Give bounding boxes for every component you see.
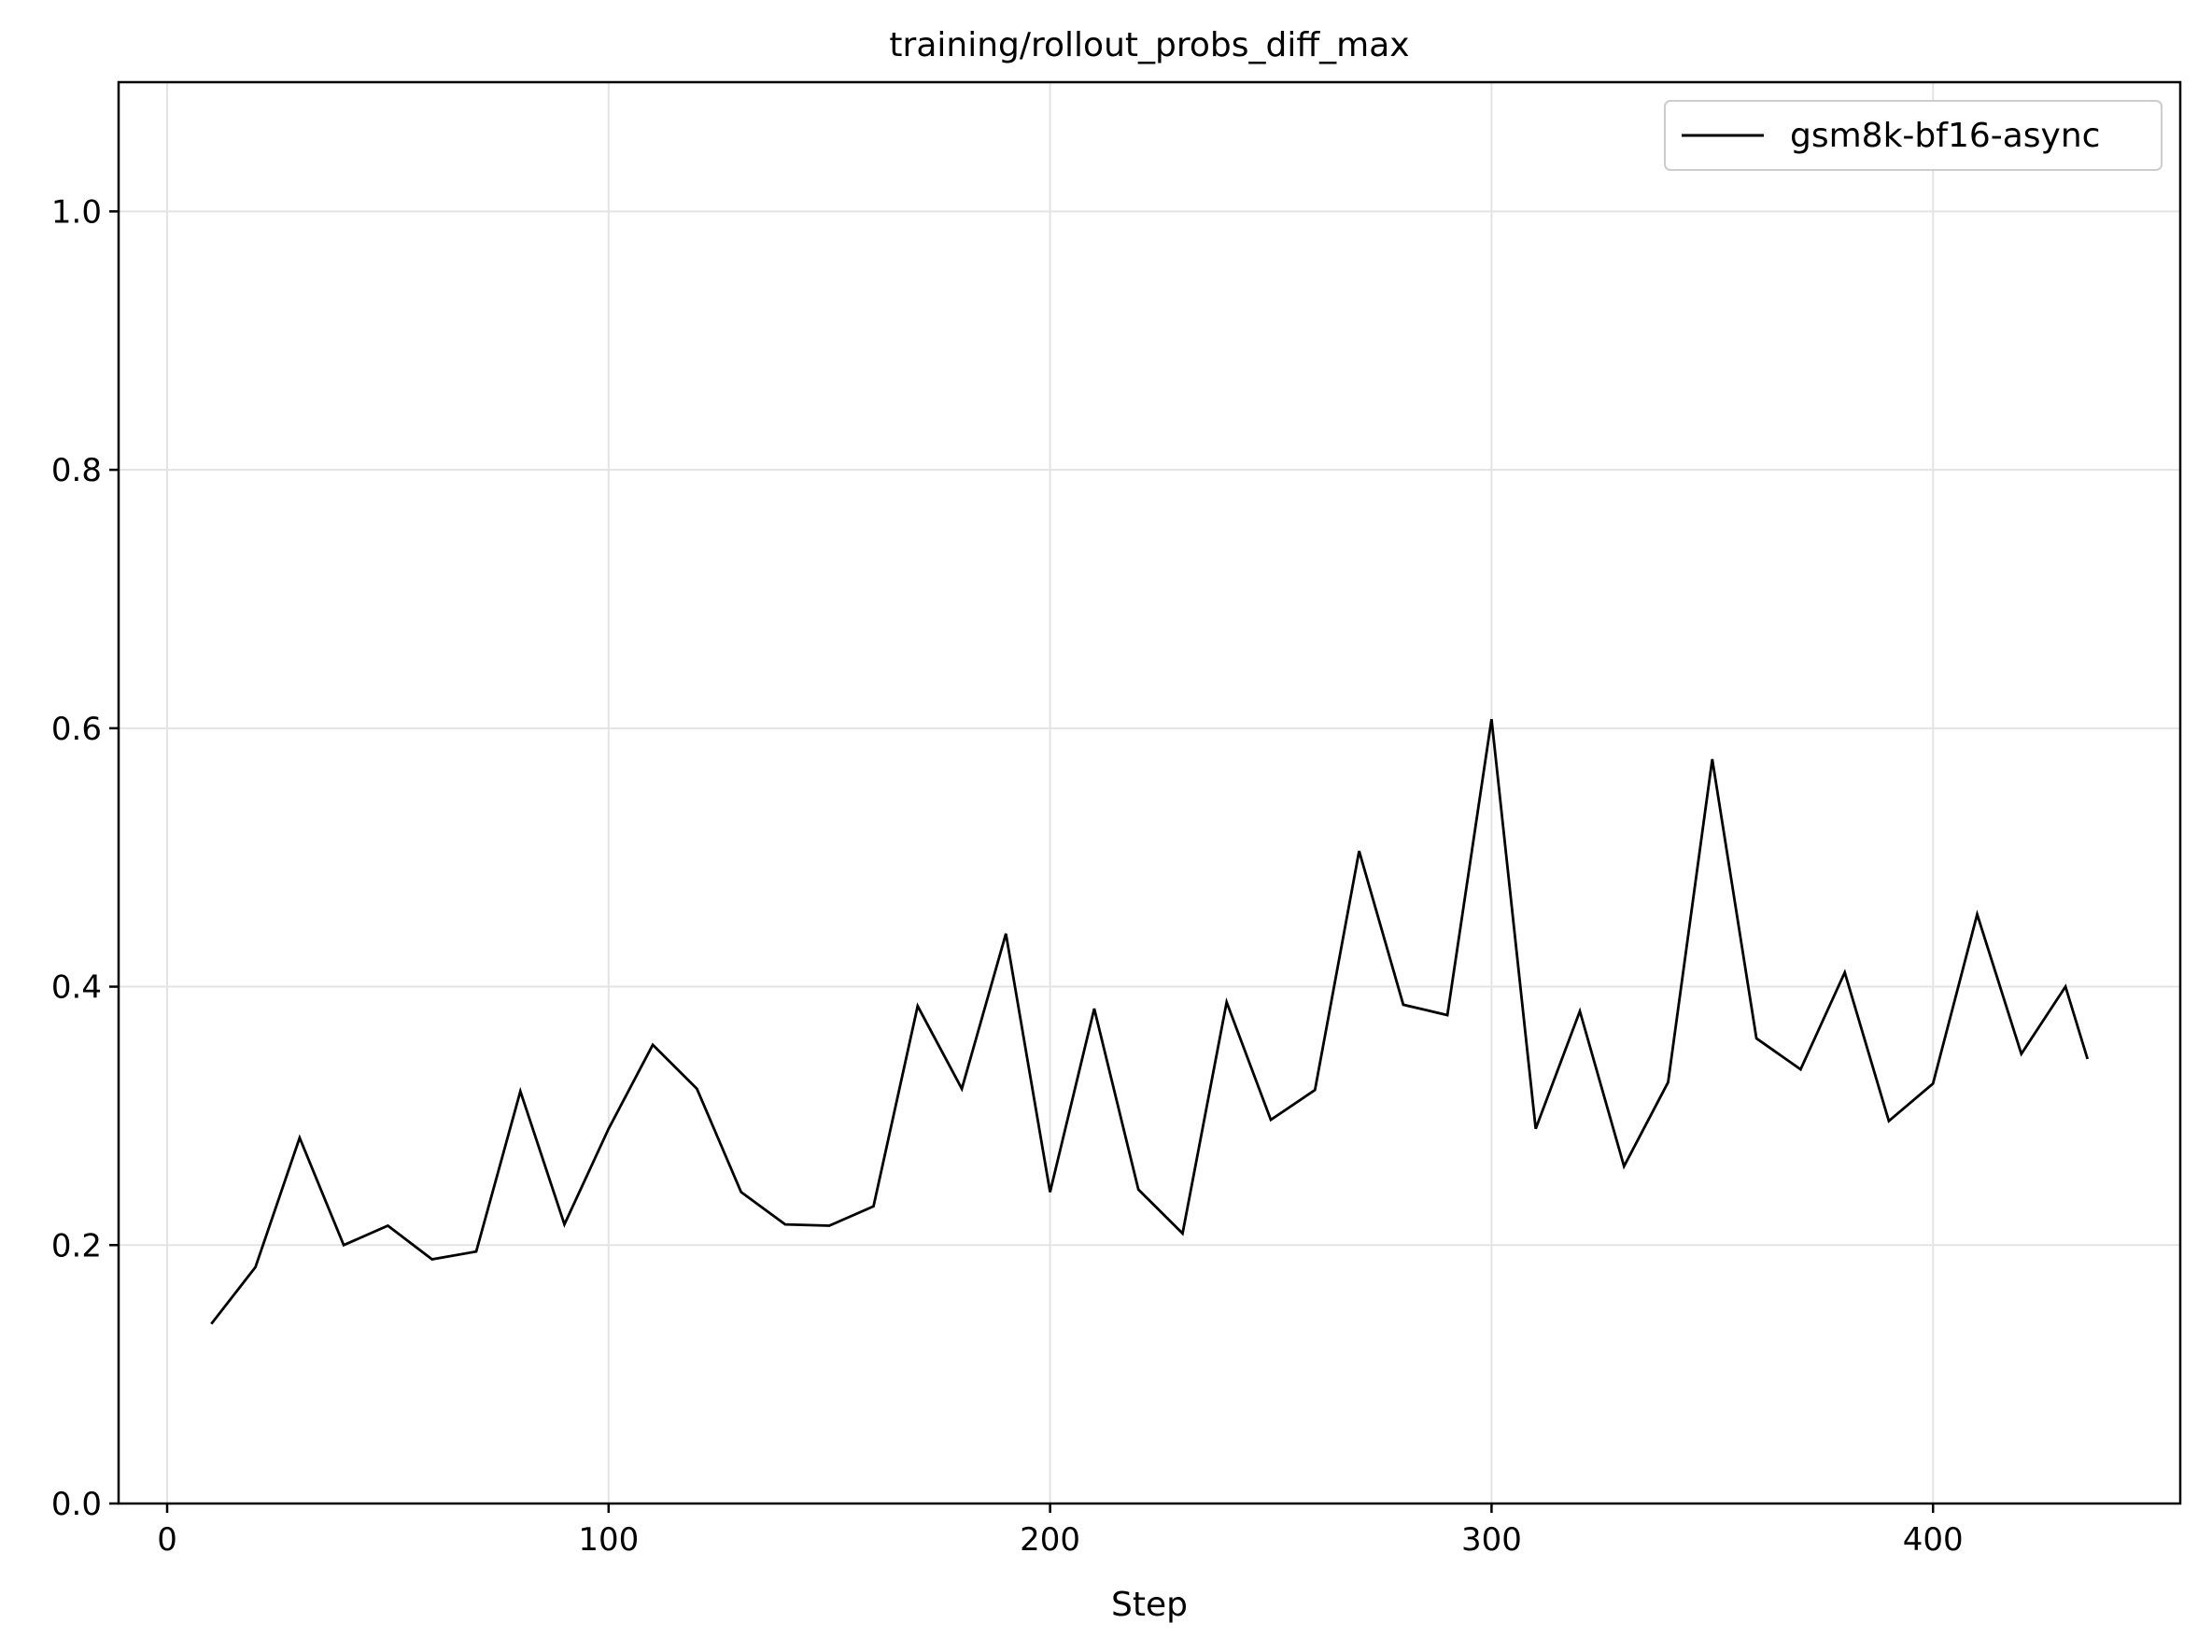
x-tick-label: 300 [1461, 1521, 1522, 1559]
y-tick-label: 0.0 [51, 1486, 102, 1523]
y-axis-ticks: 0.0 0.2 0.4 0.6 0.8 1.0 [51, 193, 119, 1523]
x-axis-ticks: 0 100 200 300 400 [157, 1504, 1964, 1559]
legend-series-name: gsm8k-bf16-async [1790, 117, 2100, 155]
y-tick-label: 0.4 [51, 969, 102, 1007]
grid [119, 82, 2180, 1504]
series-line [210, 718, 2090, 1325]
legend: gsm8k-bf16-async [1664, 100, 2163, 171]
x-tick-label: 0 [157, 1521, 177, 1559]
plot-data [210, 718, 2090, 1325]
y-tick-label: 0.6 [51, 711, 102, 748]
x-axis-label: Step [1111, 1586, 1188, 1624]
y-tick-label: 1.0 [51, 193, 102, 231]
y-tick-label: 0.8 [51, 452, 102, 489]
plot-frame [117, 80, 2182, 1505]
legend-box [1664, 100, 2163, 171]
x-tick-label: 100 [578, 1521, 639, 1559]
x-tick-label: 200 [1020, 1521, 1080, 1559]
x-tick-label: 400 [1903, 1521, 1964, 1559]
chart-title: training/rollout_probs_diff_max [889, 26, 1409, 64]
y-tick-label: 0.2 [51, 1227, 102, 1264]
